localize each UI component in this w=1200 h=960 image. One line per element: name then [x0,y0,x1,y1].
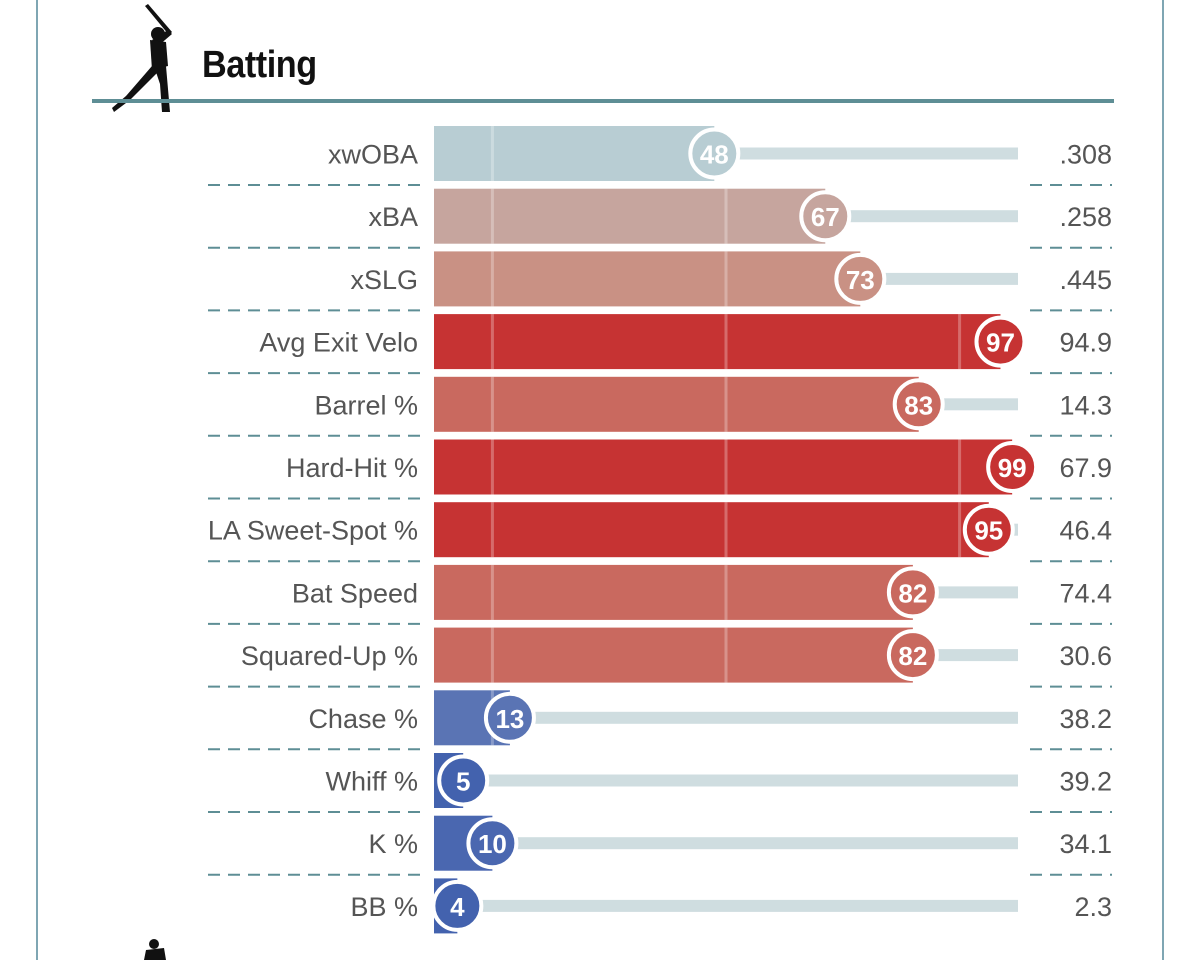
stat-value: 38.2 [1059,704,1112,734]
metric-label: xwOBA [328,140,418,170]
percentile-circle [974,315,1027,368]
percentile-bar [434,314,1001,370]
reference-line [490,627,494,683]
reference-line [490,376,494,432]
percentile-label: 82 [898,641,927,671]
metric-label: xSLG [350,265,418,295]
metric-label: Chase % [308,704,418,734]
metric-label: Whiff % [325,767,418,797]
percentile-track [912,586,1018,599]
stat-value: 2.3 [1074,892,1112,922]
percentile-label: 83 [904,390,933,420]
percentile-circle [986,441,1039,493]
reference-line [490,314,494,370]
percentile-circle [431,879,484,932]
percentile-track [714,147,1018,160]
stat-value: 39.2 [1059,767,1112,797]
reference-line [724,188,728,244]
metric-label: Barrel % [314,390,418,420]
percentile-track [860,272,1018,285]
stat-value: 46.4 [1059,516,1112,546]
reference-line [724,314,728,370]
percentile-track [912,649,1018,662]
reference-line [724,439,728,495]
percentile-circle [886,629,939,682]
percentile-bar [434,439,1013,495]
percentile-track [825,210,1018,223]
reference-line [490,188,494,244]
reference-line [490,502,494,558]
percentile-bar [434,188,826,244]
stat-value: .445 [1059,265,1112,295]
percentile-bar [434,502,989,558]
percentile-circle [834,252,887,305]
reference-line [724,251,728,307]
percentile-label: 4 [450,892,465,922]
percentile-label: 82 [898,578,927,608]
percentile-label: 10 [478,829,507,859]
reference-line [490,564,494,620]
percentile-bar [434,126,715,181]
section-title: Batting [202,44,317,86]
reference-line [724,502,728,558]
percentile-label: 5 [456,767,470,797]
metric-label: K % [368,829,418,859]
percentile-circle [483,691,536,744]
metric-label: Bat Speed [292,578,418,608]
reference-line [724,376,728,432]
reference-line [958,502,962,558]
header-rule [92,99,1114,103]
percentile-track [492,837,1018,850]
percentile-label: 67 [811,202,840,232]
percentile-circle [688,127,741,180]
reference-line [958,439,962,495]
metric-label: LA Sweet-Spot % [208,516,418,546]
reference-line [724,564,728,620]
reference-line [490,251,494,307]
reference-line [958,314,962,370]
stat-value: 74.4 [1059,578,1112,608]
percentile-label: 95 [974,516,1003,546]
reference-line [724,627,728,683]
percentile-circle [962,503,1015,556]
percentile-bar [434,627,913,683]
reference-line [490,439,494,495]
frame-left-border [36,0,38,960]
percentile-circle [437,754,490,807]
reference-line [490,126,494,181]
percentile-track [457,899,1018,912]
metric-label: Hard-Hit % [286,453,418,483]
percentile-bar [434,376,919,432]
stat-value: 67.9 [1059,453,1112,483]
metric-label: Avg Exit Velo [259,328,418,358]
stat-value: 14.3 [1059,390,1112,420]
metric-label: xBA [368,202,418,232]
percentile-circle [466,817,519,870]
stat-value: 30.6 [1059,641,1112,671]
percentile-track [509,711,1018,724]
percentile-track [463,774,1018,787]
frame-right-border [1162,0,1164,960]
stat-value: 34.1 [1059,829,1112,859]
percentile-label: 97 [986,328,1015,358]
percentile-label: 73 [846,265,875,295]
percentile-circle [892,378,945,431]
stat-value: .308 [1059,140,1112,170]
metric-label: BB % [350,892,418,922]
percentile-bar [434,251,861,307]
percentile-label: 99 [998,453,1027,483]
percentile-label: 13 [495,704,524,734]
metric-label: Squared-Up % [241,641,418,671]
stat-value: 94.9 [1059,328,1112,358]
stat-value: .258 [1059,202,1112,232]
percentile-circle [886,566,939,619]
percentile-bar [434,564,913,620]
pitcher-silhouette-icon [144,939,166,960]
percentile-label: 48 [700,140,729,170]
percentile-circle [799,190,852,243]
